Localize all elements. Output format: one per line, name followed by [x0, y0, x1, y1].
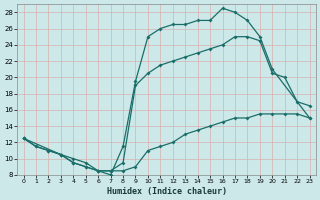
X-axis label: Humidex (Indice chaleur): Humidex (Indice chaleur): [107, 187, 227, 196]
